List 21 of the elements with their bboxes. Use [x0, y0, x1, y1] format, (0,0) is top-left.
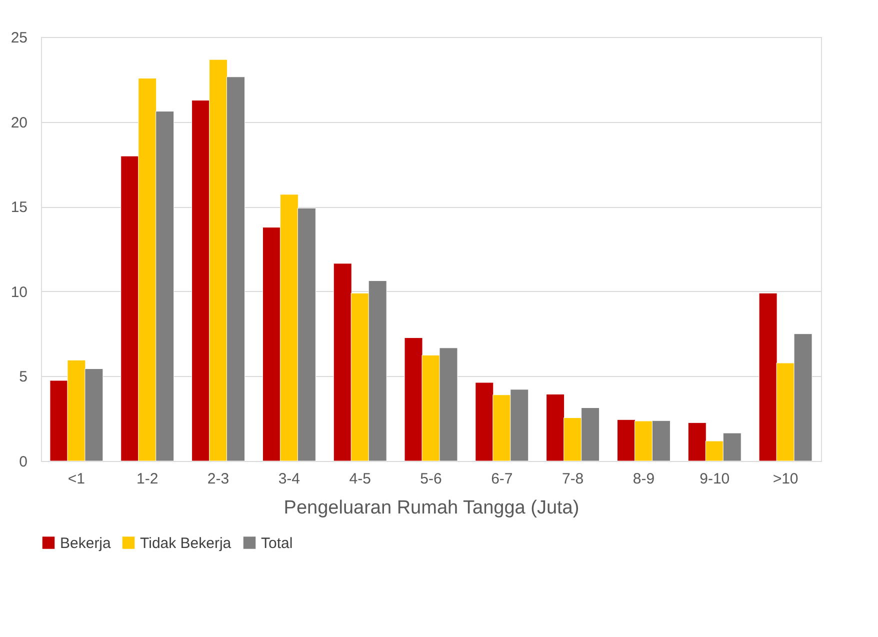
x-tick-label: 7-8 — [562, 470, 584, 488]
y-tick-label: 15 — [10, 199, 28, 216]
y-tick-label: 10 — [10, 284, 28, 301]
x-tick-label: <1 — [68, 470, 86, 488]
x-tick-label: 8-9 — [632, 470, 655, 488]
y-tick-label: 0 — [19, 454, 28, 470]
legend-label: Total — [261, 534, 293, 552]
x-tick-label: 3-4 — [278, 470, 300, 488]
x-axis-title: Pengeluaran Rumah Tangga (Juta) — [284, 498, 580, 518]
legend-label: Bekerja — [60, 534, 112, 552]
x-tick-label: 5-6 — [420, 470, 442, 488]
y-tick-label: 5 — [19, 368, 28, 386]
x-tick-label: 1-2 — [136, 470, 158, 488]
x-tick-label: 6-7 — [491, 470, 513, 488]
x-tick-label: 2-3 — [207, 470, 230, 488]
x-tick-label: >10 — [772, 470, 798, 488]
legend-label: Tidak Bekerja — [140, 534, 232, 552]
x-tick-label: 9-10 — [700, 470, 730, 488]
y-tick-label: 20 — [10, 114, 28, 132]
y-tick-label: 25 — [10, 30, 28, 46]
x-tick-label: 4-5 — [349, 470, 371, 488]
